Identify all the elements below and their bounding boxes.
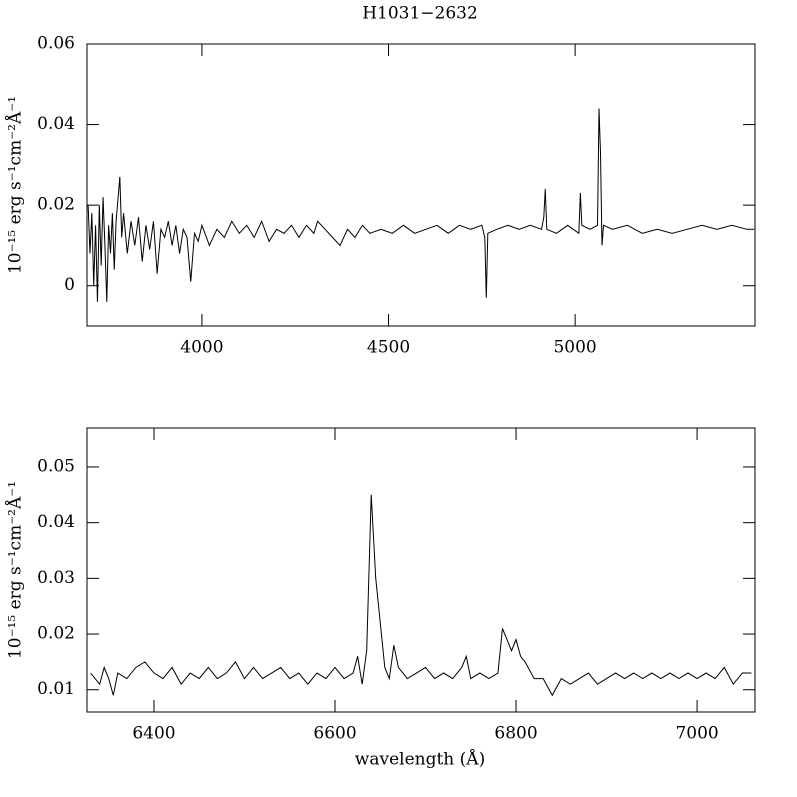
y-tick-label: 0.05 (37, 456, 75, 476)
x-tick-label: 7000 (675, 724, 718, 744)
plot-frame (86, 43, 756, 327)
x-tick-label: 6800 (494, 724, 537, 744)
y-tick-label: 0.04 (37, 512, 75, 532)
y-tick-label: 0 (64, 275, 75, 295)
x-axis-label: wavelength (Å) (355, 749, 485, 770)
y-tick-label: 0.03 (37, 568, 75, 588)
spectrum-line (90, 494, 752, 697)
y-tick-label: 0.01 (37, 679, 75, 699)
plot-frame (86, 427, 756, 713)
y-tick-label: 0.02 (37, 195, 75, 215)
y-tick-label: 0.04 (37, 114, 75, 134)
y-axis-label: 10⁻¹⁵ erg s⁻¹cm⁻²Å⁻¹ (5, 481, 26, 659)
y-axis-label: 10⁻¹⁵ erg s⁻¹cm⁻²Å⁻¹ (5, 96, 26, 274)
figure-title: H1031−2632 (362, 4, 478, 24)
spectrum-line (87, 108, 755, 302)
x-tick-label: 6400 (132, 724, 175, 744)
y-tick-label: 0.02 (37, 624, 75, 644)
y-tick-label: 0.06 (37, 34, 75, 54)
x-tick-label: 6600 (313, 724, 356, 744)
x-tick-label: 5000 (553, 338, 596, 358)
x-tick-label: 4000 (180, 338, 223, 358)
x-tick-label: 4500 (367, 338, 410, 358)
